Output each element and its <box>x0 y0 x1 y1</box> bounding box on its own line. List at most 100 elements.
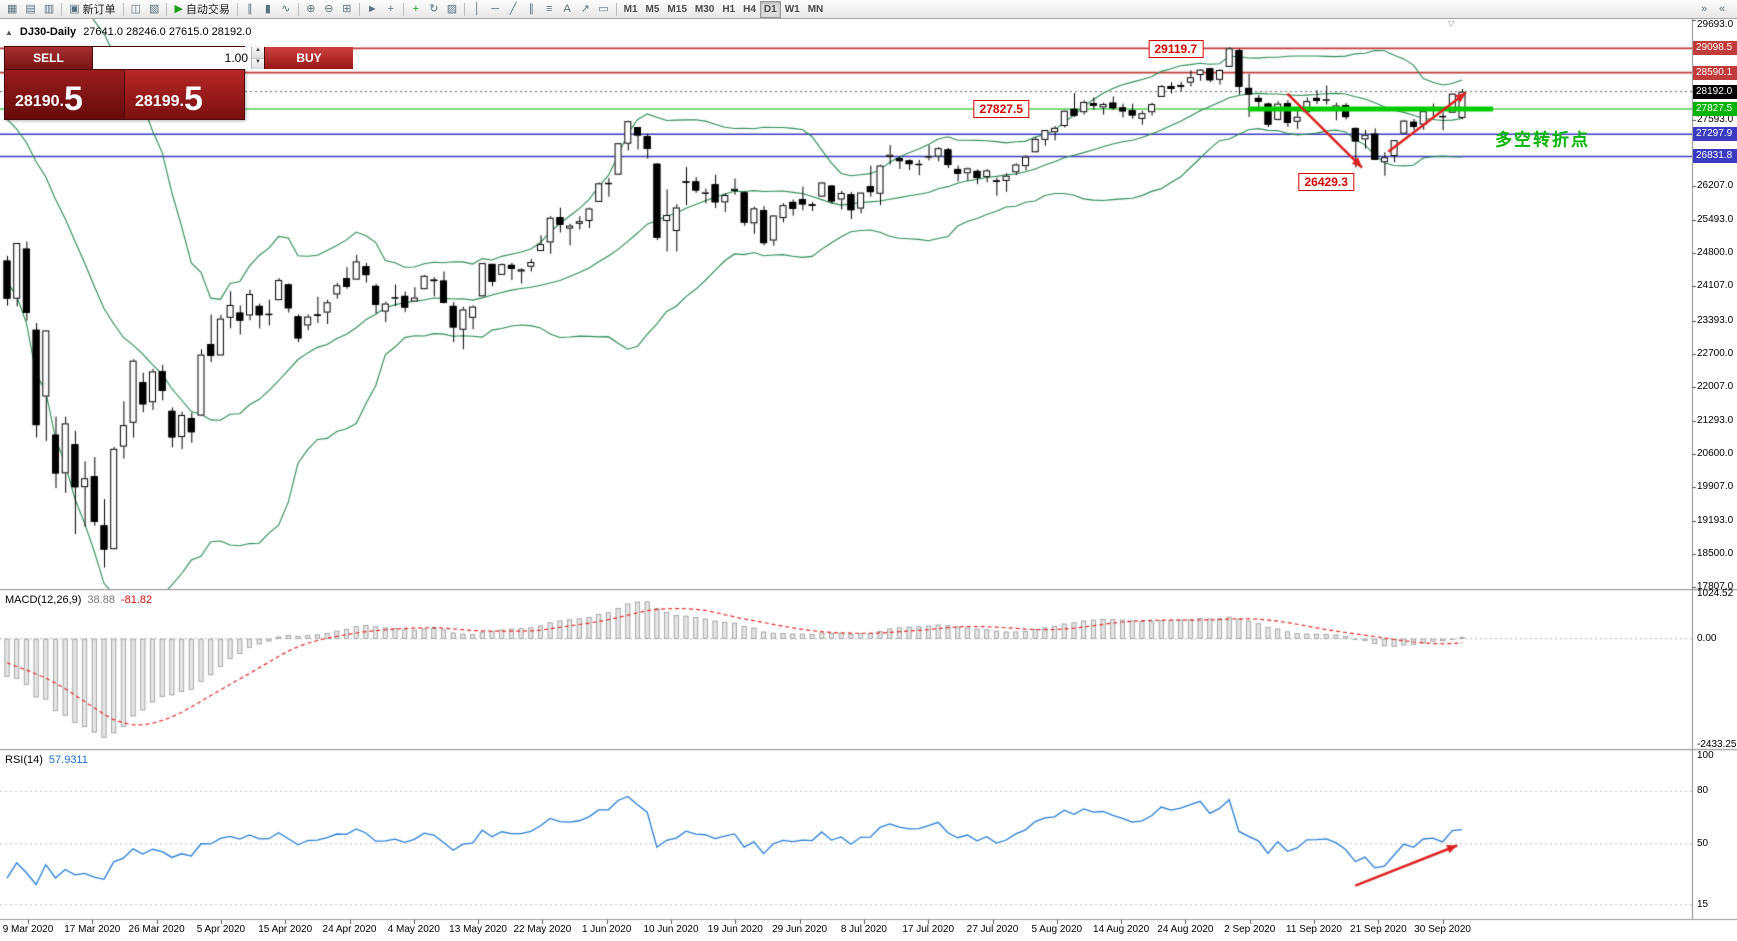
price-axis-tick: 21293.0 <box>1697 414 1734 426</box>
tf-d1-button[interactable]: D1 <box>759 0 781 18</box>
chart-canvas[interactable] <box>0 19 1737 941</box>
tf-h1-button[interactable]: H1 <box>718 1 739 18</box>
date-axis-label: 30 Sep 2020 <box>1414 924 1471 935</box>
rsi-value: 57.9311 <box>48 754 88 766</box>
tf-m1-button[interactable]: M1 <box>620 1 642 18</box>
volume-increase-button[interactable]: ▲ <box>252 47 264 59</box>
rsi-scale-label: 50 <box>1697 837 1709 849</box>
one-click-toggle-icon[interactable]: ▲ <box>5 27 13 37</box>
buy-button[interactable]: BUY <box>265 47 353 69</box>
price-axis-tick: 24800.0 <box>1697 247 1734 259</box>
date-axis-label: 5 Apr 2020 <box>196 924 246 935</box>
tf-h4-button[interactable]: H4 <box>739 1 760 18</box>
auto-scroll-icon: « <box>1718 3 1726 15</box>
shapes-button[interactable]: ▭ <box>594 1 612 18</box>
profiles-button[interactable]: ▤ <box>21 1 39 18</box>
cursor-icon: ► <box>366 2 378 15</box>
autotrade-label: 自动交易 <box>185 4 230 16</box>
arrow-tool-icon: ↗ <box>580 2 590 15</box>
toolbar-separator <box>166 2 168 16</box>
date-axis-label: 1 Jun 2020 <box>581 924 632 935</box>
tf-m15-label: M15 <box>667 3 687 15</box>
templates-icon: ▨ <box>446 2 458 15</box>
sell-price-big-digit: 5 <box>63 80 83 119</box>
toolbar-separator <box>61 2 63 16</box>
macd-signal-value: -81.82 <box>120 594 153 606</box>
cursor-button[interactable]: ► <box>363 1 382 18</box>
candle-chart-button[interactable]: ▮ <box>259 1 277 18</box>
trendline-button[interactable]: ╱ <box>504 1 522 18</box>
equidistant-channel-icon: ∥ <box>528 2 534 15</box>
buy-price[interactable]: 28199. 5 <box>125 70 244 119</box>
buy-price-big-digit: 5 <box>183 80 203 119</box>
zoom-out-button[interactable]: ⊖ <box>320 1 338 18</box>
sell-button[interactable]: SELL <box>5 47 93 69</box>
bar-chart-button[interactable]: ∥ <box>241 1 259 18</box>
date-axis-label: 27 Jul 2020 <box>966 924 1019 935</box>
tf-m5-button[interactable]: M5 <box>642 1 664 18</box>
date-axis-label: 5 Aug 2020 <box>1031 924 1083 935</box>
price-axis-tick: 29693.0 <box>1697 19 1734 30</box>
price-level-badge: 27297.9 <box>1693 127 1737 142</box>
crosshair-icon: + <box>387 2 395 15</box>
arrow-tool-button[interactable]: ↗ <box>576 1 594 18</box>
tf-w1-button[interactable]: W1 <box>781 1 804 18</box>
strategy-tester-button[interactable]: ▥ <box>40 1 58 18</box>
date-axis-label: 14 Aug 2020 <box>1093 924 1150 935</box>
date-axis-label: 4 May 2020 <box>387 924 440 935</box>
price-axis-tick: 18500.0 <box>1697 547 1734 559</box>
zoom-out-icon: ⊖ <box>324 2 334 15</box>
chart-workspace: ▲ DJ30-Daily 27641.0 28246.0 27615.0 281… <box>0 19 1737 941</box>
price-axis-tick: 22700.0 <box>1697 347 1734 359</box>
price-axis[interactable]: 29693.0 27593.0 26207.0 25493.0 24800.0 24107… <box>1692 19 1737 920</box>
tf-mn-button[interactable]: MN <box>804 1 828 18</box>
rsi-scale-label: 15 <box>1697 898 1709 910</box>
tf-h1-label: H1 <box>722 3 736 15</box>
rsi-scale-label: 100 <box>1697 750 1714 762</box>
date-axis-label: 29 Jun 2020 <box>772 924 828 935</box>
zoom-in-button[interactable]: ⊕ <box>302 1 320 18</box>
fibonacci-button[interactable]: ≡ <box>540 1 558 18</box>
chart-shift-button[interactable]: » <box>1695 1 1713 18</box>
volume-decrease-button[interactable]: ▼ <box>252 58 264 69</box>
new-order-button[interactable]: ▣ 新订单 <box>65 1 119 18</box>
text-button[interactable]: A <box>558 1 576 18</box>
vertical-line-button[interactable]: │ <box>468 1 486 18</box>
tf-m15-button[interactable]: M15 <box>663 1 690 18</box>
new-order-label: 新订单 <box>82 4 116 16</box>
equidistant-channel-button[interactable]: ∥ <box>522 1 540 18</box>
chart-symbol-title: DJ30-Daily <box>19 26 77 38</box>
periods-button[interactable]: ↻ <box>425 1 443 18</box>
line-chart-button[interactable]: ∿ <box>277 1 295 18</box>
sell-price[interactable]: 28190. 5 <box>5 70 125 119</box>
fibonacci-icon: ≡ <box>545 2 553 15</box>
indicators-icon: + <box>412 2 420 15</box>
navigator-button[interactable]: ▧ <box>145 1 163 18</box>
annotation-low-price-box[interactable]: 26429.3 <box>1298 172 1354 191</box>
new-chart-button[interactable]: ▦ <box>3 1 21 18</box>
indicators-button[interactable]: + <box>407 1 425 18</box>
date-axis-label: 17 Jul 2020 <box>902 924 955 935</box>
annotation-green-level-box[interactable]: 27827.5 <box>973 99 1029 118</box>
annotation-high-price-box[interactable]: 29119.7 <box>1148 40 1204 58</box>
horizontal-line-icon: ─ <box>491 2 500 15</box>
annotation-turning-point-text[interactable]: 多空转折点 <box>1494 130 1590 150</box>
tile-windows-button[interactable]: ⊞ <box>338 1 356 18</box>
tf-m30-button[interactable]: M30 <box>691 1 718 18</box>
horizontal-line-button[interactable]: ─ <box>486 1 504 18</box>
chart-shift-marker-icon: ▽ <box>1448 19 1455 28</box>
price-axis-tick: 25493.0 <box>1697 214 1734 226</box>
date-axis-label: 22 May 2020 <box>513 924 572 935</box>
market-watch-icon: ◫ <box>130 2 142 15</box>
autotrade-button[interactable]: ▶ 自动交易 <box>170 1 233 18</box>
date-axis-label: 2 Sep 2020 <box>1224 924 1276 935</box>
market-watch-button[interactable]: ◫ <box>127 1 145 18</box>
auto-scroll-button[interactable]: « <box>1713 1 1731 18</box>
tf-mn-label: MN <box>807 3 824 15</box>
templates-button[interactable]: ▨ <box>443 1 461 18</box>
tile-windows-icon: ⊞ <box>342 2 352 15</box>
date-axis[interactable]: 9 Mar 2020 17 Mar 2020 26 Mar 2020 5 Apr 20… <box>0 920 1692 941</box>
crosshair-button[interactable]: + <box>382 1 400 18</box>
volume-input[interactable] <box>93 47 251 69</box>
